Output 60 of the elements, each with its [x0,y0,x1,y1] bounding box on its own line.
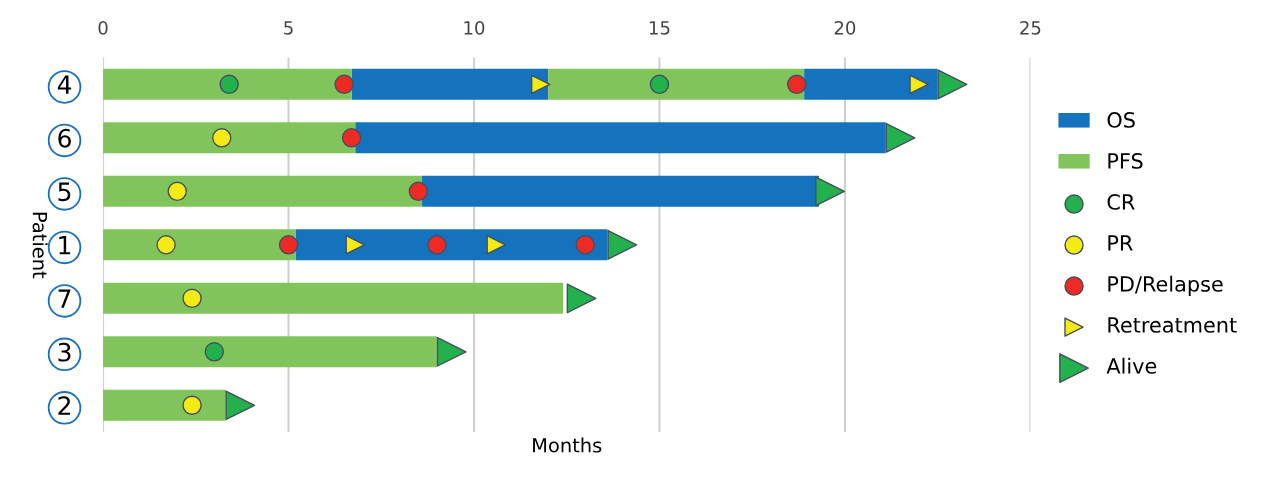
bar [548,68,805,100]
x-tick-label: 15 [649,21,670,35]
point [486,235,506,255]
point [885,122,916,153]
point [607,229,638,260]
y-tick-label: 5 [58,182,71,202]
point [937,69,968,100]
legend-label: PD/Relapse [1108,275,1223,296]
bar [103,282,564,314]
point [167,181,187,202]
legend-label: OS [1107,112,1135,128]
y-tick-label: 6 [58,128,71,148]
x-tick-label: 20 [834,21,856,35]
point [566,283,597,314]
point [182,288,202,309]
bar [103,122,356,154]
y-tick-label: 4 [57,75,72,94]
legend-label: PFS [1108,153,1143,169]
point [182,395,202,416]
point [408,181,429,202]
y-tick-label: 3 [58,342,71,362]
point [334,74,354,95]
x-tick-label: 0 [98,21,108,35]
point [345,235,366,255]
bar [804,68,938,100]
bar [351,68,549,100]
x-tick-label: 25 [1020,21,1041,35]
y-axis-title: Patient [32,212,48,279]
x-axis-title: Months [533,437,602,453]
y-tick-label: 2 [58,396,70,415]
legend-label: PR [1108,235,1133,251]
y-tick-label: 1 [59,236,71,255]
point [909,74,929,95]
point [786,74,807,95]
point [204,342,225,362]
legend-label: Alive [1106,357,1157,374]
legend-label: Retreatment [1108,317,1237,333]
point [219,74,239,95]
point [815,176,846,207]
point [156,235,176,255]
point [211,128,232,148]
point [436,336,467,367]
point [225,390,256,421]
point [427,235,447,255]
bar [103,229,296,261]
point [649,74,670,95]
point [278,235,299,255]
bar [422,175,819,207]
bar [355,122,886,154]
y-tick-label: 7 [58,289,71,308]
x-tick-label: 10 [464,21,485,35]
bar [103,389,226,421]
bar [103,175,423,207]
point [575,235,596,255]
bar [103,68,352,100]
point [341,128,362,148]
legend-label: CR [1107,194,1135,210]
x-tick-label: 5 [284,21,293,35]
bar [103,336,437,368]
point [531,74,551,95]
